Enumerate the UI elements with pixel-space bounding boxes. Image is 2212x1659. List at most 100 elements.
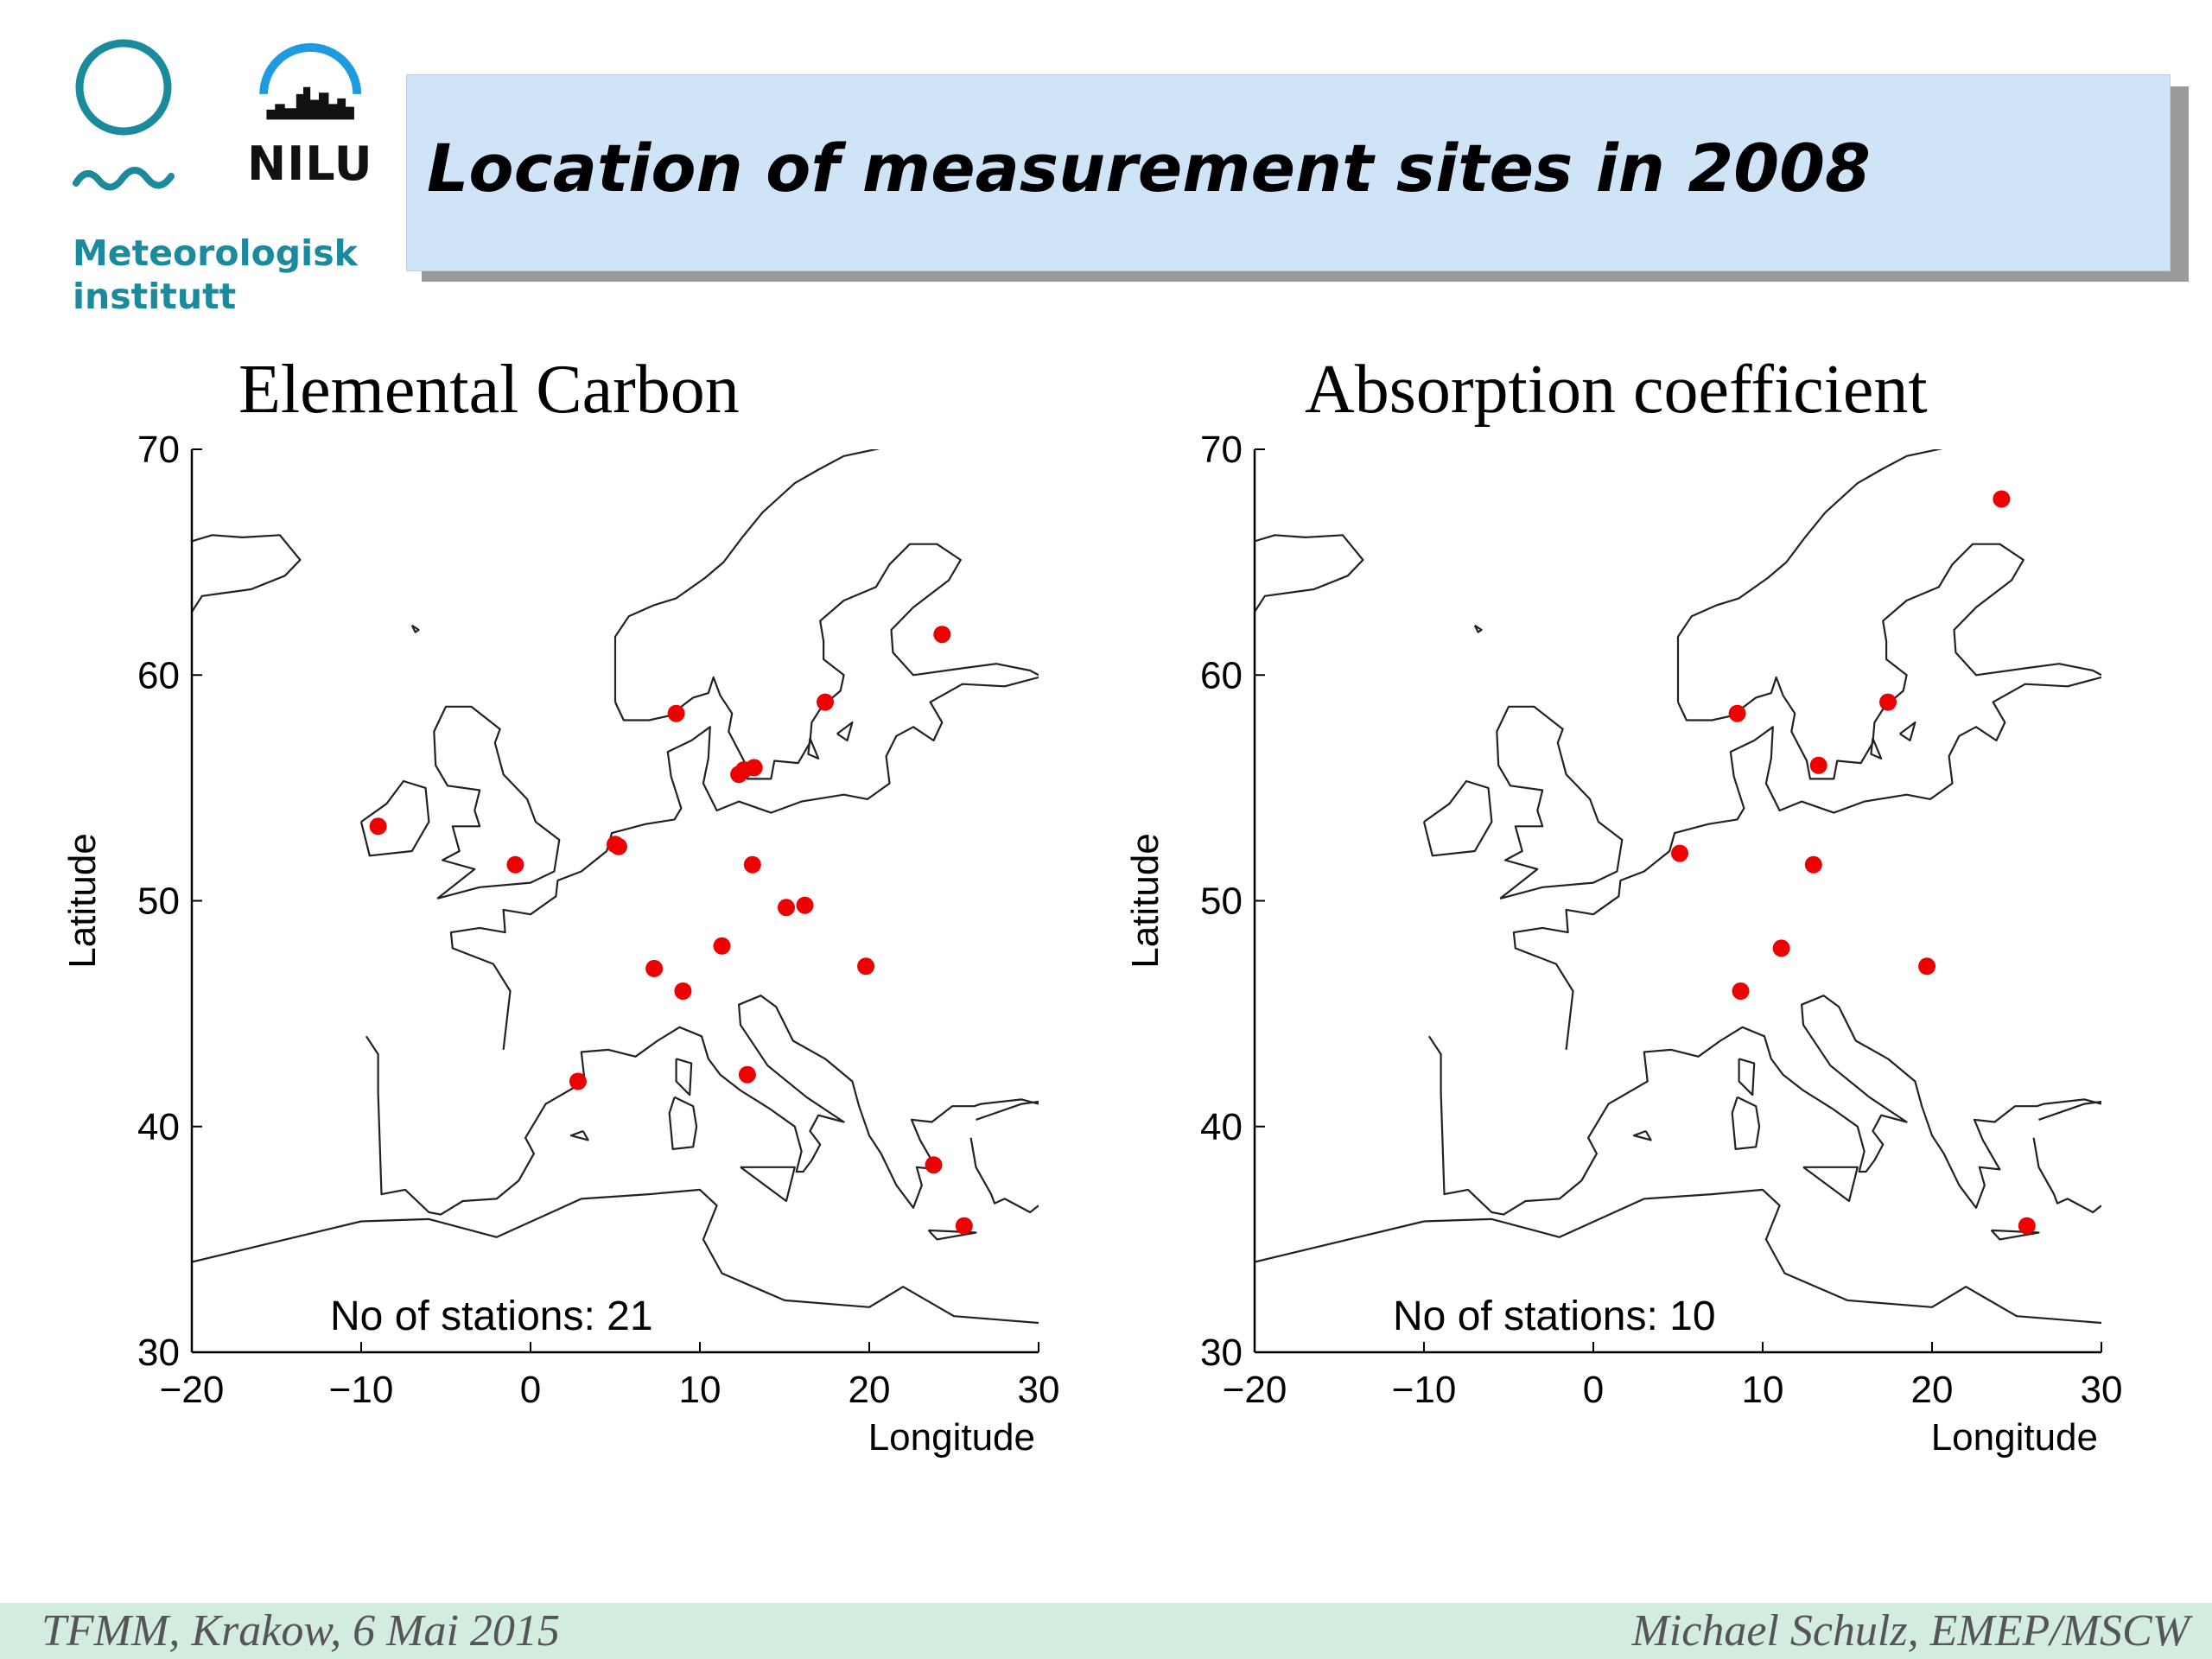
x-tick-label: 20: [849, 1369, 891, 1411]
nilu-arc-icon: [259, 43, 362, 95]
met-institute-logo: [73, 39, 175, 191]
station-point: [1993, 490, 2011, 508]
station-point: [667, 704, 685, 722]
coastline: [410, 624, 420, 633]
y-axis-label: Latitude: [61, 833, 104, 969]
station-point: [713, 937, 731, 955]
chart-absorption-coefficient: −20 −10 0 10 20 30 30 40 50 60 70 No of stations: …: [1124, 432, 2123, 1459]
coastline: [1473, 624, 1483, 633]
station-point: [817, 693, 834, 711]
station-point: [743, 855, 761, 874]
coastline: [433, 705, 561, 899]
nilu-logo-text: NILU: [247, 137, 373, 191]
coastline: [613, 449, 880, 702]
station-point: [645, 959, 664, 977]
coastline: [1899, 721, 1916, 742]
x-tick-label: 0: [520, 1369, 541, 1411]
coastline: [1512, 676, 2101, 1051]
coastline: [1990, 1229, 2040, 1241]
station-point: [738, 1065, 756, 1084]
nilu-logo: [259, 43, 362, 120]
station-point: [506, 855, 524, 874]
met-logo-text: Meteorologisk institutt: [73, 232, 358, 318]
coastline: [1738, 1058, 1756, 1096]
station-point: [607, 836, 624, 854]
station-point: [1671, 844, 1688, 862]
x-tick-label: 30: [1018, 1369, 1060, 1411]
station-point: [569, 1072, 587, 1090]
coastline: [569, 1129, 589, 1141]
y-tick-label: 70: [137, 432, 180, 471]
station-point: [369, 817, 387, 836]
coastline: [192, 1188, 1039, 1325]
y-tick-label: 40: [1200, 1106, 1243, 1148]
x-tick-label: 10: [679, 1369, 721, 1411]
station-point: [933, 626, 951, 644]
station-point: [674, 982, 692, 1000]
y-tick-label: 50: [137, 880, 180, 923]
y-tick-label: 60: [137, 654, 180, 696]
coastline: [1731, 1096, 1761, 1150]
station-point: [1918, 957, 1936, 976]
station-point: [735, 761, 753, 779]
chart-title-ec: Elemental Carbon: [238, 352, 740, 428]
coastline: [976, 1100, 1039, 1121]
coastline: [1255, 1188, 2101, 1325]
met-wave-icon: [73, 167, 175, 191]
coastline: [1255, 534, 1364, 613]
station-point: [1728, 704, 1746, 722]
coastline: [614, 543, 1039, 780]
x-tick-label: −20: [160, 1369, 225, 1411]
y-tick-label: 30: [137, 1332, 180, 1374]
coastline: [1870, 737, 1883, 760]
station-point: [1809, 756, 1827, 774]
coastline: [1802, 1166, 1859, 1203]
x-axis-label: Longitude: [1931, 1416, 2098, 1459]
coastline: [668, 1096, 698, 1150]
station-point: [955, 1217, 973, 1235]
y-tick-label: 30: [1200, 1332, 1243, 1374]
y-tick-label: 70: [1200, 432, 1243, 471]
station-point: [2018, 1217, 2036, 1235]
y-tick-label: 40: [137, 1106, 180, 1148]
coastline: [675, 1058, 693, 1096]
station-point: [1772, 939, 1790, 957]
x-tick-label: 20: [1911, 1369, 1954, 1411]
station-count-label: No of stations: 21: [330, 1294, 653, 1339]
coastline: [807, 737, 820, 760]
footer-author: Michael Schulz, EMEP/MSCW: [1631, 1606, 2190, 1656]
coastline: [740, 1166, 796, 1203]
chart-elemental-carbon: −20 −10 0 10 20 30 30 40 50 60 70 No of stations: …: [61, 432, 1060, 1459]
coastline: [1677, 543, 2101, 780]
coastline: [1676, 449, 1943, 702]
x-tick-label: 30: [2081, 1369, 2123, 1411]
coastline: [2032, 1137, 2101, 1214]
met-logo-line1: Meteorologisk: [73, 232, 358, 274]
station-point: [1804, 855, 1822, 874]
station-point: [1732, 982, 1750, 1000]
x-axis-label: Longitude: [868, 1416, 1035, 1459]
nilu-skyline-icon: [266, 86, 354, 120]
footer-bar: [0, 1603, 2212, 1659]
y-tick-label: 50: [1200, 880, 1243, 923]
station-point: [796, 896, 814, 914]
coastline: [2038, 1100, 2101, 1121]
station-point: [1879, 693, 1897, 711]
coastline: [365, 995, 1039, 1216]
coastline: [927, 1229, 977, 1241]
title-banner: [406, 74, 2171, 271]
y-tick-label: 60: [1200, 654, 1243, 696]
page-title: Location of measurement sites in 2008: [427, 130, 1871, 207]
coastline: [1632, 1129, 1652, 1141]
coastline: [836, 721, 854, 742]
coastline: [449, 676, 1039, 1051]
coastline: [192, 534, 302, 613]
coastline: [1427, 995, 2101, 1216]
station-count-label: No of stations: 10: [1393, 1294, 1716, 1339]
x-tick-label: −20: [1223, 1369, 1287, 1411]
chart-title-abs: Absorption coefficient: [1305, 352, 1928, 428]
footer-event: TFMM, Krakow, 6 Mai 2015: [41, 1606, 560, 1656]
x-tick-label: 10: [1742, 1369, 1784, 1411]
met-logo-line2: institutt: [73, 276, 237, 317]
x-tick-label: 0: [1583, 1369, 1604, 1411]
